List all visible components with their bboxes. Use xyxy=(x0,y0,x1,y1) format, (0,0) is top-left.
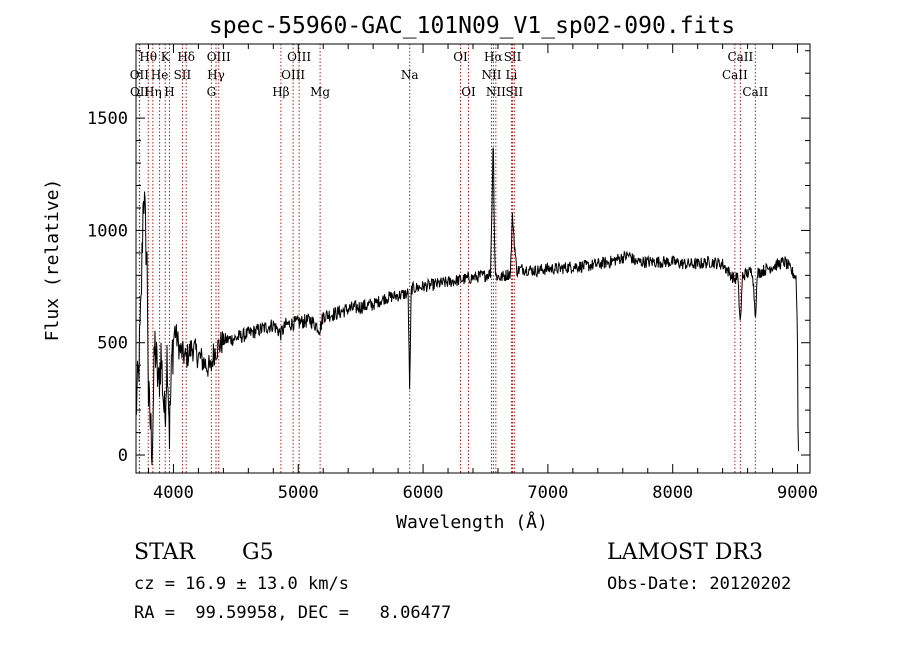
y-tick-label: 500 xyxy=(97,334,128,354)
line-label: Hβ xyxy=(272,85,289,99)
line-label: OI xyxy=(453,50,468,64)
x-tick-label: 5000 xyxy=(278,483,319,503)
y-axis: 0 500 1000 1500 xyxy=(87,50,810,466)
line-label: SII xyxy=(505,85,523,99)
subclass: G5 xyxy=(242,540,274,565)
line-label: CaII xyxy=(727,50,753,64)
object-type: STAR xyxy=(134,540,195,565)
line-label: Hα xyxy=(484,50,503,64)
line-label: NII xyxy=(481,68,501,82)
line-label: OIII xyxy=(287,50,311,64)
line-label: Mg xyxy=(310,85,330,99)
obs-date: Obs-Date: 20120202 xyxy=(607,574,792,594)
survey-label: LAMOST DR3 xyxy=(607,540,763,565)
line-label: OI xyxy=(461,85,476,99)
line-label: Hγ xyxy=(207,68,225,82)
line-label: OIII xyxy=(281,68,305,82)
coordinates: RA = 99.59958, DEC = 8.06477 xyxy=(134,603,452,623)
y-axis-label: Flux (relative) xyxy=(42,179,63,342)
y-tick-label: 1000 xyxy=(87,221,128,241)
line-label: OII xyxy=(130,85,150,99)
x-axis: 4000 5000 6000 7000 8000 9000 xyxy=(147,44,818,503)
y-tick-label: 0 xyxy=(118,446,128,466)
line-label: Hη xyxy=(144,85,162,99)
line-label: He xyxy=(151,68,169,82)
line-label: SII xyxy=(174,68,192,82)
chart-title: spec-55960-GAC_101N09_V1_sp02-090.fits xyxy=(209,13,735,39)
x-tick-label: 6000 xyxy=(403,483,444,503)
line-label: Hδ xyxy=(177,50,195,64)
x-axis-label: Wavelength (Å) xyxy=(396,511,548,533)
line-label: Li xyxy=(506,68,518,82)
y-tick-label: 1500 xyxy=(87,109,128,129)
redshift-text: cz = 16.9 ± 13.0 km/s xyxy=(134,574,349,594)
line-label: OIII xyxy=(207,50,231,64)
x-tick-label: 9000 xyxy=(777,483,818,503)
line-label: NII xyxy=(486,85,506,99)
line-label: Na xyxy=(401,68,419,82)
line-label: OII xyxy=(130,68,150,82)
line-label: CaII xyxy=(742,85,768,99)
spectrum-line xyxy=(135,147,799,466)
line-label: K xyxy=(161,50,171,64)
line-label: H xyxy=(164,85,174,99)
x-tick-label: 4000 xyxy=(153,483,194,503)
line-label: SII xyxy=(504,50,522,64)
x-tick-label: 7000 xyxy=(527,483,568,503)
line-label: CaII xyxy=(722,68,748,82)
line-label: Hθ xyxy=(139,50,157,64)
x-tick-label: 8000 xyxy=(652,483,693,503)
line-label: G xyxy=(207,85,217,99)
